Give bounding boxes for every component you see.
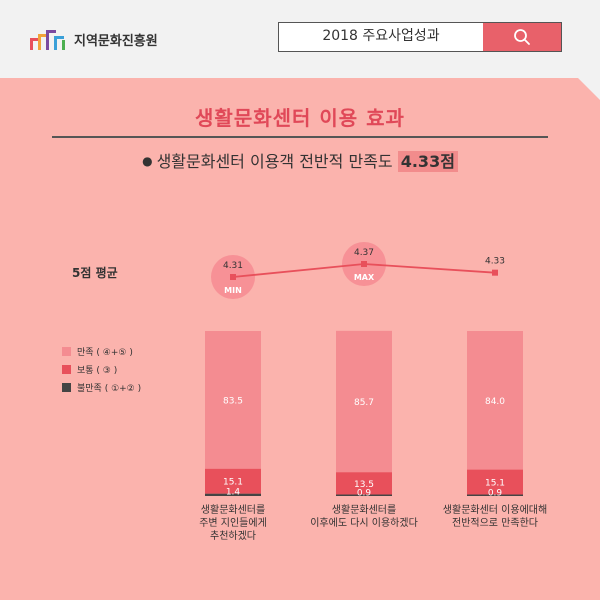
- legend-label-satisfied: 만족 ( ④+⑤ ): [77, 347, 133, 358]
- category-label-line: 주변 지인들에게: [199, 518, 267, 529]
- bar-satisfied-3: [467, 331, 523, 470]
- data-label-satisfied-3: 84.0: [485, 397, 505, 407]
- average-label: 5점 평균: [72, 266, 118, 280]
- average-point-1: [230, 274, 236, 280]
- category-label-line: 생활문화센터를: [200, 505, 266, 516]
- data-label-neutral-1: 15.1: [223, 478, 243, 488]
- bar-satisfied-1: [205, 331, 261, 469]
- bar-neutral-2: [336, 472, 392, 495]
- legend: 만족 ( ④+⑤ ) 보통 ( ③ ) 불만족 ( ①+② ): [62, 346, 141, 400]
- legend-swatch-dissatisfied: [62, 382, 71, 392]
- category-label-line: 전반적으로 만족한다: [452, 518, 538, 529]
- page-subtitle: ● 생활문화센터 이용객 전반적 만족도 4.33점: [0, 148, 600, 172]
- search-icon: [514, 29, 530, 45]
- header-bar: 지역문화진흥원 2018 주요사업성과: [0, 0, 600, 78]
- logo-text: 지역문화진흥원: [74, 34, 158, 49]
- data-label-neutral-3: 15.1: [485, 479, 505, 489]
- average-point-2: [361, 261, 367, 267]
- legend-label-neutral: 보통 ( ③ ): [77, 365, 118, 376]
- category-label-line: 생활문화센터를: [331, 505, 397, 516]
- bar-neutral-3: [467, 469, 523, 495]
- legend-item-dissatisfied: 불만족 ( ①+② ): [62, 382, 142, 394]
- average-point-3: [492, 269, 498, 276]
- category-label-line: 이후에도 다시 이용하겠다: [310, 518, 418, 529]
- page-title: 생활문화센터 이용 효과: [195, 106, 405, 130]
- bar-neutral-1: [205, 468, 261, 494]
- logo[interactable]: 지역문화진흥원: [30, 30, 158, 50]
- data-label-neutral-2: 13.5: [354, 480, 374, 490]
- average-marker-1: MIN: [224, 286, 242, 295]
- legend-item-satisfied: 만족 ( ④+⑤ ): [62, 346, 141, 358]
- title-divider: [52, 136, 548, 138]
- corner-notch: [578, 78, 600, 100]
- legend-swatch-satisfied: [62, 346, 71, 356]
- category-label-line: 생활문화센터 이용에대해: [442, 505, 548, 516]
- data-label-dissatisfied-1: 1.4: [226, 488, 241, 498]
- subtitle-highlight: 4.33점: [397, 151, 458, 172]
- search-label: 2018 주요사업성과: [322, 28, 440, 44]
- bar-dissatisfied-3: [467, 494, 523, 496]
- average-value-3: 4.33: [485, 257, 505, 267]
- search-button[interactable]: [483, 23, 561, 51]
- data-label-dissatisfied-2: 0.9: [357, 489, 372, 499]
- logo-icon: [30, 30, 65, 50]
- bar-satisfied-2: [336, 330, 392, 473]
- legend-item-neutral: 보통 ( ③ ): [62, 364, 141, 376]
- category-label-line: 추천하겠다: [210, 531, 256, 542]
- search-box[interactable]: 2018 주요사업성과: [278, 22, 562, 52]
- average-marker-2: MAX: [354, 273, 375, 282]
- data-label-dissatisfied-3: 0.9: [488, 489, 503, 499]
- subtitle-text: 생활문화센터 이용객 전반적 만족도: [156, 152, 393, 171]
- bar-dissatisfied-1: [205, 493, 261, 496]
- bar-dissatisfied-2: [336, 494, 392, 496]
- legend-swatch-neutral: [62, 364, 71, 374]
- average-value-1: 4.31: [223, 261, 243, 271]
- average-value-2: 4.37: [354, 248, 374, 258]
- legend-label-dissatisfied: 불만족 ( ①+② ): [77, 383, 142, 394]
- data-label-satisfied-2: 85.7: [354, 398, 374, 408]
- bullet-icon: ●: [142, 154, 153, 168]
- data-label-satisfied-1: 83.5: [223, 396, 243, 406]
